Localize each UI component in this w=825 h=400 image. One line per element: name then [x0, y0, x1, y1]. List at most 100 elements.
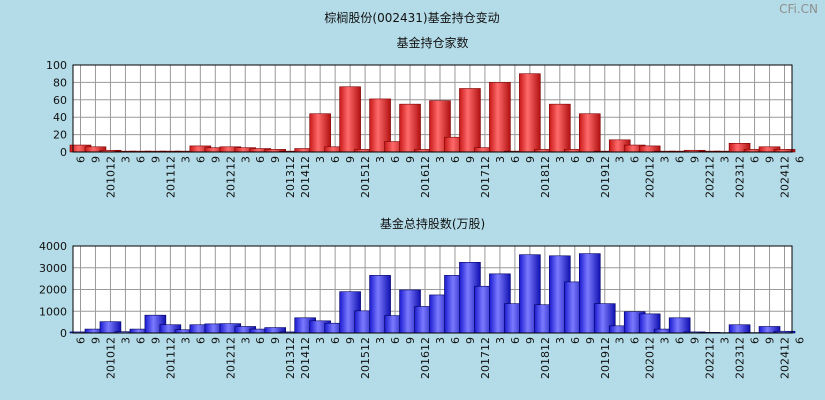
x-tick-label: 6 — [194, 337, 207, 344]
x-tick-label: 201012 — [104, 156, 117, 198]
x-tick-label: 3 — [239, 156, 252, 163]
x-tick-label: 3 — [374, 337, 387, 344]
chart-title: 基金总持股数(万股) — [380, 216, 485, 231]
chart-title: 基金持仓家数 — [396, 35, 468, 50]
bar — [339, 86, 361, 153]
y-tick-label: 4000 — [39, 240, 67, 253]
x-tick-label: 9 — [404, 337, 417, 344]
x-tick-label: 6 — [329, 156, 342, 163]
x-tick-label: 201112 — [164, 337, 177, 379]
x-tick-label: 201612 — [419, 156, 432, 198]
x-tick-label: 9 — [464, 156, 477, 163]
x-tick-label: 201312 — [284, 337, 297, 379]
x-tick-label: 6 — [134, 337, 147, 344]
x-tick-label: 201912 — [599, 156, 612, 198]
x-tick-label: 3 — [119, 156, 132, 163]
x-tick-label: 3 — [554, 156, 567, 163]
x-tick-label: 9 — [344, 337, 357, 344]
x-tick-label: 9 — [584, 156, 597, 163]
x-tick-label: 6 — [194, 156, 207, 163]
x-tick-label: 3 — [719, 156, 732, 163]
y-tick-label: 60 — [53, 94, 67, 107]
x-tick-label: 9 — [689, 337, 702, 344]
y-tick-label: 100 — [46, 59, 67, 72]
bar — [459, 88, 481, 153]
x-tick-label: 6 — [74, 156, 87, 163]
y-tick-label: 0 — [60, 146, 67, 159]
x-tick-label: 9 — [89, 156, 102, 163]
watermark: CFi.CN — [779, 2, 818, 16]
x-tick-label: 201612 — [419, 337, 432, 379]
bar — [399, 103, 421, 153]
x-tick-label: 202212 — [704, 156, 717, 198]
x-tick-label: 201812 — [539, 156, 552, 198]
x-tick-label: 202412 — [779, 337, 792, 379]
x-tick-label: 6 — [329, 337, 342, 344]
x-tick-label: 202012 — [644, 337, 657, 379]
x-tick-label: 6 — [569, 337, 582, 344]
x-tick-label: 6 — [389, 156, 402, 163]
x-tick-label: 201212 — [224, 156, 237, 198]
x-tick-label: 9 — [404, 156, 417, 163]
y-tick-label: 2000 — [39, 284, 67, 297]
bar — [549, 103, 571, 153]
x-tick-label: 3 — [119, 337, 132, 344]
x-tick-label: 3 — [554, 337, 567, 344]
x-tick-label: 6 — [674, 337, 687, 344]
x-tick-label: 201412 — [299, 337, 312, 379]
x-tick-label: 202212 — [704, 337, 717, 379]
x-tick-label: 6 — [134, 156, 147, 163]
x-tick-label: 202312 — [734, 156, 747, 198]
x-tick-label: 9 — [269, 337, 282, 344]
x-tick-label: 6 — [509, 156, 522, 163]
x-tick-label: 3 — [719, 337, 732, 344]
x-tick-label: 201212 — [224, 337, 237, 379]
bar — [99, 321, 122, 334]
x-tick-label: 6 — [629, 337, 642, 344]
x-tick-label: 201512 — [359, 156, 372, 198]
x-tick-label: 9 — [584, 337, 597, 344]
x-tick-label: 9 — [269, 156, 282, 163]
x-tick-label: 3 — [179, 156, 192, 163]
x-tick-label: 201312 — [284, 156, 297, 198]
x-tick-label: 9 — [209, 156, 222, 163]
x-tick-label: 6 — [749, 156, 762, 163]
x-tick-label: 3 — [659, 337, 672, 344]
x-tick-label: 201412 — [299, 156, 312, 198]
x-tick-label: 6 — [509, 337, 522, 344]
y-tick-label: 80 — [53, 76, 67, 89]
x-tick-label: 3 — [614, 337, 627, 344]
x-tick-label: 6 — [74, 337, 87, 344]
x-tick-label: 3 — [494, 156, 507, 163]
plot-frame — [72, 64, 793, 153]
x-tick-label: 202312 — [734, 337, 747, 379]
plot-frame — [72, 245, 793, 334]
x-tick-label: 3 — [374, 156, 387, 163]
x-tick-label: 9 — [524, 337, 537, 344]
x-tick-label: 6 — [793, 156, 806, 163]
x-tick-label: 201512 — [359, 337, 372, 379]
bar — [519, 73, 541, 153]
x-tick-label: 6 — [749, 337, 762, 344]
x-tick-label: 3 — [494, 337, 507, 344]
x-tick-label: 9 — [209, 337, 222, 344]
x-tick-label: 201912 — [599, 337, 612, 379]
bar — [578, 113, 601, 153]
bar — [668, 317, 691, 334]
x-tick-label: 6 — [629, 156, 642, 163]
y-tick-label: 1000 — [39, 305, 67, 318]
x-tick-label: 6 — [389, 337, 402, 344]
x-tick-label: 202412 — [779, 156, 792, 198]
x-tick-label: 202012 — [644, 156, 657, 198]
y-tick-label: 40 — [53, 111, 67, 124]
page-title: 棕榈股份(002431)基金持仓变动 — [324, 10, 499, 25]
x-tick-label: 6 — [674, 156, 687, 163]
x-tick-label: 3 — [239, 337, 252, 344]
x-tick-label: 9 — [764, 337, 777, 344]
x-tick-label: 201712 — [479, 156, 492, 198]
y-tick-label: 3000 — [39, 262, 67, 275]
